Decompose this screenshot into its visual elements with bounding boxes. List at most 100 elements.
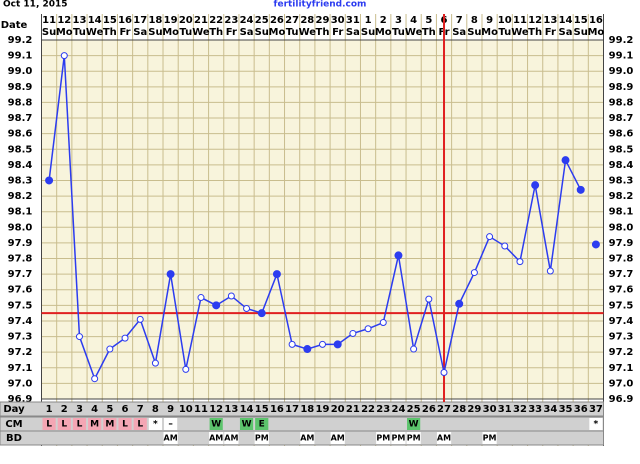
temp-point xyxy=(486,233,494,241)
day-number: 12 xyxy=(209,404,223,415)
date: 12 xyxy=(57,15,71,26)
date: 30 xyxy=(331,15,345,26)
date: 15 xyxy=(574,15,588,26)
cm-entry: – xyxy=(168,420,173,430)
date: 27 xyxy=(285,15,299,26)
plot-background xyxy=(41,40,604,399)
day-number: 21 xyxy=(346,404,360,415)
y-tick-label: 97.8 xyxy=(8,254,33,265)
date: 25 xyxy=(255,15,269,26)
y-tick-label: 98.7 xyxy=(8,113,33,124)
source: fertilityfriend.com xyxy=(274,0,367,10)
date: 5 xyxy=(425,15,432,26)
cm-entry: * xyxy=(153,420,158,430)
bd-cell xyxy=(300,432,315,444)
date: 10 xyxy=(498,15,512,26)
temp-point xyxy=(501,242,509,250)
y-tick-label: 97.4 xyxy=(8,316,33,327)
row-background xyxy=(0,401,604,417)
date: 14 xyxy=(88,15,102,26)
y-tick-label-right: 97.7 xyxy=(609,269,634,280)
temp-point xyxy=(272,270,281,279)
weekday: Mo xyxy=(481,27,498,38)
y-tick-label: 98.5 xyxy=(8,144,33,155)
y-tick-label: 97.6 xyxy=(8,285,33,296)
weekday: Mo xyxy=(375,27,392,38)
day-number: 3 xyxy=(76,404,83,415)
temp-point xyxy=(576,185,585,194)
day-number: 36 xyxy=(574,404,588,415)
date: 21 xyxy=(194,15,208,26)
temp-point xyxy=(121,334,129,342)
day-number: 13 xyxy=(224,404,238,415)
y-tick-label-right: 98.4 xyxy=(609,160,634,171)
cm-cell xyxy=(118,418,132,430)
cm-cell xyxy=(407,418,421,430)
weekday: Tu xyxy=(179,27,192,38)
weekday: Sa xyxy=(452,27,466,38)
cm-entry: W xyxy=(242,420,252,430)
weekday: Sa xyxy=(559,27,573,38)
weekday: We xyxy=(405,27,423,38)
weekday: Mo xyxy=(587,27,604,38)
temp-point xyxy=(531,181,540,190)
temp-point xyxy=(546,267,554,275)
cm-entry: L xyxy=(77,420,83,430)
y-tick-label-right: 99.1 xyxy=(609,51,634,62)
bd-entry: PM xyxy=(407,434,421,443)
date: 13 xyxy=(73,15,87,26)
y-tick-label: 98.6 xyxy=(8,129,33,140)
temp-point xyxy=(425,295,433,303)
y-tick-label: 98.4 xyxy=(8,160,33,171)
cm-cell xyxy=(133,418,147,430)
temp-point xyxy=(410,345,418,353)
date: 24 xyxy=(240,15,254,26)
temp-point xyxy=(212,301,221,310)
date: 22 xyxy=(209,15,223,26)
date: 17 xyxy=(133,15,147,26)
weekday: Su xyxy=(42,27,56,38)
temp-point xyxy=(197,294,205,302)
weekday: Su xyxy=(467,27,481,38)
date: 20 xyxy=(179,15,193,26)
temp-point xyxy=(394,251,403,260)
y-tick-label-right: 99.0 xyxy=(609,66,634,77)
y-tick-label-right: 97.9 xyxy=(609,238,634,249)
weekday: Th xyxy=(528,27,542,38)
temp-point xyxy=(227,292,235,300)
y-tick-label-right: 97.5 xyxy=(609,300,634,311)
temp-point xyxy=(166,270,175,279)
cm-cell xyxy=(88,418,102,430)
temp-point xyxy=(516,258,524,266)
date: 28 xyxy=(300,15,314,26)
day-number: 27 xyxy=(437,404,451,415)
bd-entry: AM xyxy=(300,434,314,443)
bd-entry: AM xyxy=(164,434,178,443)
cm-entry: W xyxy=(409,420,419,430)
y-tick-label-right: 97.2 xyxy=(609,347,634,358)
y-tick-label: 99.1 xyxy=(8,51,33,62)
date: 18 xyxy=(148,15,162,26)
temp-point xyxy=(45,176,54,185)
weekday: Mo xyxy=(56,27,73,38)
temp-point xyxy=(440,368,448,376)
date: 16 xyxy=(589,15,603,26)
day-number: 9 xyxy=(167,404,174,415)
weekday: Th xyxy=(422,27,436,38)
y-tick-label-right: 98.6 xyxy=(609,129,634,140)
day-number: 24 xyxy=(391,404,405,415)
temp-point xyxy=(60,52,68,60)
temp-point xyxy=(288,340,296,348)
y-tick-label: 98.1 xyxy=(8,207,33,218)
temp-point xyxy=(561,156,570,165)
chart-title: Oct 11, 2015 xyxy=(3,0,68,10)
day-number: 15 xyxy=(255,404,269,415)
weekday: Su xyxy=(574,27,588,38)
y-tick-label-right: 98.7 xyxy=(609,113,634,124)
day-number: 19 xyxy=(316,404,330,415)
bd-label: BD xyxy=(6,433,22,444)
weekday: Tu xyxy=(498,27,511,38)
cm-cell xyxy=(164,418,178,430)
cm-cell xyxy=(209,418,223,430)
day-number: 29 xyxy=(467,404,481,415)
